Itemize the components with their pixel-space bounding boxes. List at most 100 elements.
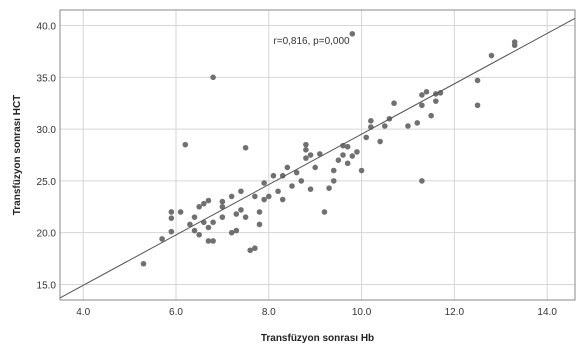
data-point (219, 214, 226, 220)
data-point (349, 31, 356, 37)
data-point (344, 160, 351, 167)
data-point (312, 164, 318, 171)
data-point (256, 209, 263, 215)
data-point (363, 134, 370, 141)
data-point (210, 238, 216, 244)
data-point (335, 157, 342, 163)
data-point (265, 193, 272, 200)
data-point (252, 193, 258, 200)
plot-area-frame (59, 9, 576, 301)
data-point (368, 118, 374, 124)
data-points (140, 31, 518, 267)
data-point (419, 102, 425, 109)
data-point (423, 89, 430, 95)
axis-ticks: 4.0 6.0 8.0 10.0 12.0 14.0 15.0 20.0 25.0 30.0 35.… (37, 22, 558, 318)
data-point (256, 221, 263, 228)
y-tick-label: 25.0 (37, 177, 57, 188)
data-point (242, 144, 249, 151)
data-point (205, 197, 212, 204)
data-point (210, 74, 216, 81)
data-point (391, 100, 397, 107)
x-tick-label: 12.0 (445, 307, 465, 318)
data-point (330, 167, 337, 174)
data-point (201, 200, 207, 207)
data-point (219, 203, 226, 210)
data-point (437, 90, 444, 96)
x-tick-label: 8.0 (262, 307, 276, 318)
data-point (140, 260, 147, 267)
data-point (238, 207, 244, 213)
data-point (205, 224, 212, 231)
data-point (511, 39, 518, 45)
y-tick-label: 35.0 (37, 73, 57, 84)
data-point (307, 152, 314, 158)
data-point (303, 141, 309, 148)
data-point (177, 209, 184, 215)
data-point (381, 123, 388, 129)
data-point (340, 152, 346, 158)
data-point (252, 245, 258, 252)
y-tick-label: 20.0 (37, 229, 57, 240)
data-point (247, 247, 254, 254)
data-point (238, 188, 244, 195)
data-point (205, 238, 212, 244)
data-point (419, 92, 425, 98)
data-point (303, 147, 309, 153)
data-point (405, 123, 411, 129)
data-point (377, 138, 383, 145)
y-tick-label: 40.0 (37, 22, 57, 33)
x-tick-label: 4.0 (76, 307, 90, 318)
data-point (326, 185, 332, 191)
data-point (284, 164, 291, 171)
data-point (279, 196, 286, 203)
data-point (228, 193, 235, 200)
data-point (196, 231, 202, 238)
data-point (340, 142, 346, 149)
y-axis-title: Transfüzyon sonrası HCT (12, 95, 23, 216)
x-tick-label: 6.0 (169, 307, 183, 318)
correlation-annotation: r=0,816, p=0,000 (273, 36, 350, 47)
data-point (228, 229, 235, 236)
data-point (270, 172, 277, 179)
data-point (187, 221, 193, 228)
data-point (233, 227, 240, 234)
data-point (289, 183, 295, 189)
data-point (279, 172, 286, 179)
data-point (210, 219, 216, 226)
data-point (191, 227, 198, 234)
data-point (168, 209, 175, 215)
data-point (358, 167, 365, 174)
data-point (349, 153, 356, 159)
data-point (330, 178, 337, 184)
x-axis-title: Transfüzyon sonrası Hb (261, 333, 374, 344)
data-point (242, 214, 249, 220)
data-point (261, 180, 267, 186)
data-point (275, 188, 281, 195)
data-point (317, 151, 323, 157)
data-point (428, 112, 434, 119)
data-point (307, 186, 314, 192)
x-tick-label: 14.0 (537, 307, 557, 318)
data-point (488, 52, 495, 59)
data-point (433, 98, 439, 104)
x-tick-label: 10.0 (352, 307, 372, 318)
data-point (196, 203, 202, 210)
data-point (474, 77, 481, 84)
data-point (219, 198, 226, 205)
data-point (168, 228, 175, 235)
data-point (344, 143, 351, 150)
data-point (168, 215, 175, 221)
data-point (182, 141, 189, 148)
data-point (159, 236, 165, 242)
data-point (261, 196, 267, 203)
data-point (298, 178, 305, 184)
data-point (191, 214, 198, 220)
data-point (303, 155, 309, 161)
data-point (474, 102, 481, 109)
data-point (419, 178, 425, 184)
y-tick-label: 15.0 (37, 280, 57, 291)
data-point (354, 149, 360, 155)
y-tick-label: 30.0 (37, 125, 57, 136)
